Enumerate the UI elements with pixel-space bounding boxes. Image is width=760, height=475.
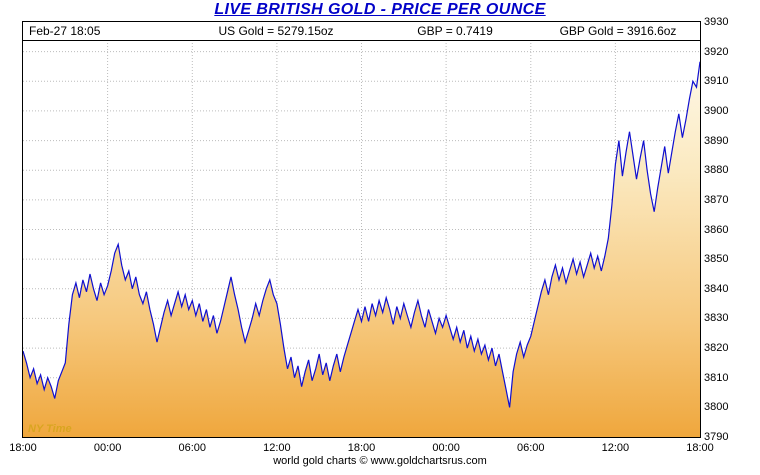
x-tick-label: 06:00 <box>178 442 207 454</box>
y-tick-label: 3800 <box>704 401 729 414</box>
date-time-label: Feb-27 18:05 <box>29 24 101 38</box>
y-tick-label: 3790 <box>704 431 729 443</box>
y-tick-label: 3810 <box>704 371 729 384</box>
x-tick-label: 12:00 <box>601 442 630 454</box>
y-tick-label: 3930 <box>704 16 729 28</box>
area-fill <box>23 61 700 437</box>
x-tick-label: 18:00 <box>9 442 37 454</box>
y-tick-label: 3850 <box>704 253 729 266</box>
ny-time-label: NY Time <box>28 423 72 435</box>
x-tick-label: 06:00 <box>516 442 545 454</box>
y-tick-label: 3880 <box>704 164 729 177</box>
x-tick-label: 00:00 <box>432 442 460 454</box>
y-tick-label: 3900 <box>704 104 729 117</box>
copyright-footer: world gold charts © www.goldchartsrus.co… <box>273 455 487 467</box>
price-line-chart <box>23 22 700 437</box>
y-tick-label: 3840 <box>704 282 729 295</box>
price-line <box>23 61 700 408</box>
y-tick-label: 3870 <box>704 193 729 206</box>
us-gold-value: US Gold = 5279.15oz <box>218 24 334 38</box>
y-tick-label: 3920 <box>704 45 729 58</box>
y-tick-label: 3910 <box>704 75 729 88</box>
y-tick-label: 3830 <box>704 312 729 325</box>
x-tick-label: 00:00 <box>93 442 122 454</box>
x-tick-label: 18:00 <box>686 442 714 454</box>
y-tick-label: 3820 <box>704 342 729 355</box>
x-tick-label: 18:00 <box>347 442 376 454</box>
y-tick-label: 3890 <box>704 134 729 147</box>
x-tick-label: 12:00 <box>263 442 291 454</box>
y-tick-label: 3860 <box>704 223 729 236</box>
gbp-gold-value: GBP Gold = 3916.6oz <box>559 24 677 38</box>
page-title: LIVE BRITISH GOLD - PRICE PER OUNCE <box>214 1 546 18</box>
gbp-rate-value: GBP = 0.7419 <box>417 24 493 38</box>
plot-area: Feb-27 18:05 US Gold = 5279.15oz GBP = 0… <box>22 21 701 438</box>
info-bar: Feb-27 18:05 US Gold = 5279.15oz GBP = 0… <box>23 22 700 41</box>
